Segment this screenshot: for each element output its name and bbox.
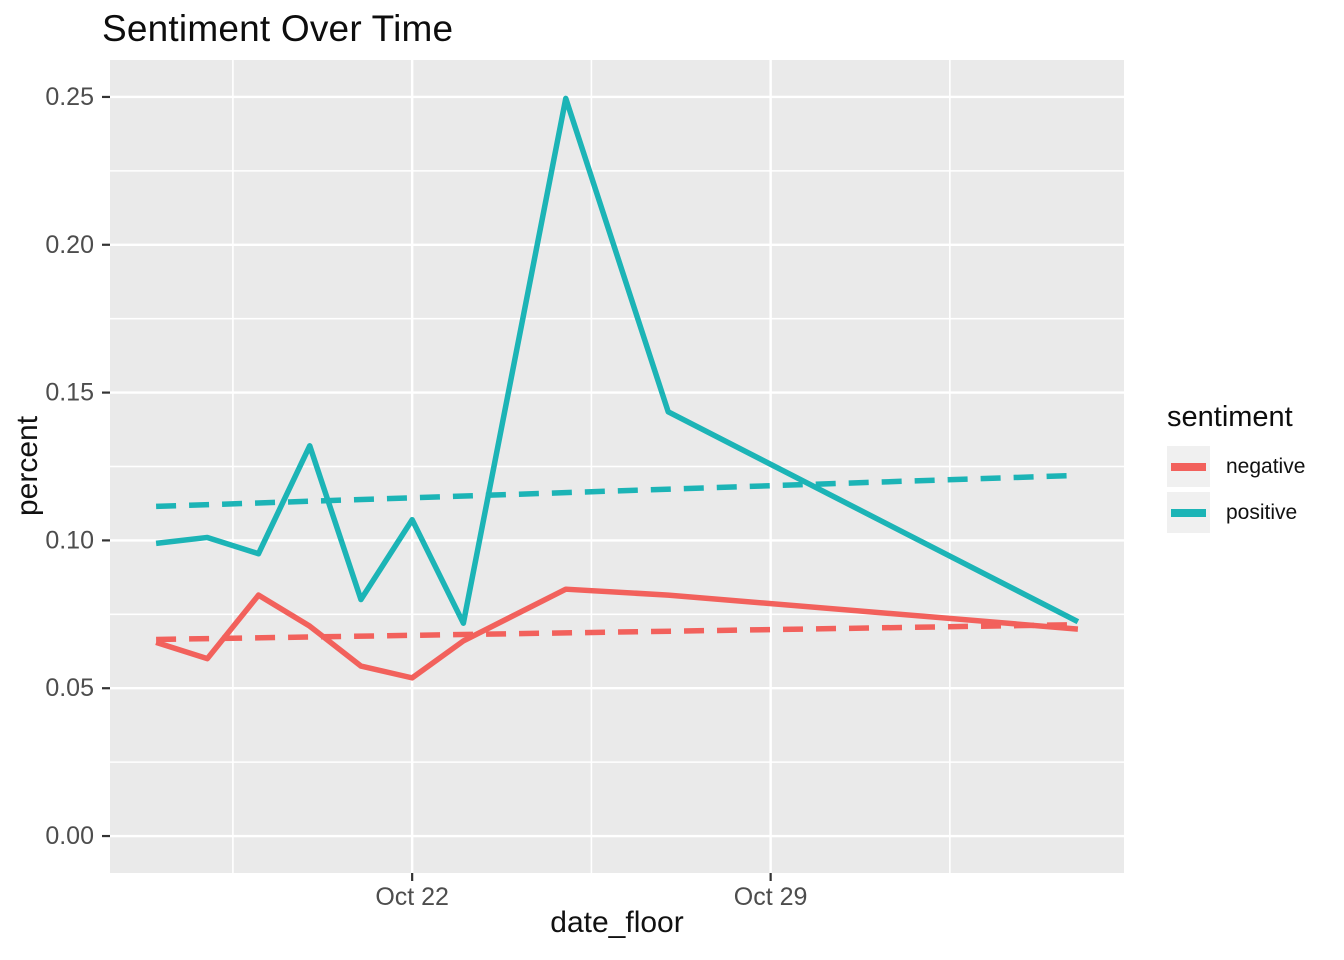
positive-trend-line [155, 472, 1079, 510]
y-tick-label: 0.00 [45, 822, 94, 850]
legend: sentiment negative positive [1167, 401, 1305, 538]
negative-line [155, 586, 1079, 681]
legend-item-positive: positive [1167, 492, 1305, 533]
y-tick-label: 0.15 [45, 379, 94, 407]
positive-line [155, 95, 1080, 626]
y-tick-label: 0.05 [45, 674, 94, 702]
legend-label-negative: negative [1226, 454, 1306, 478]
y-tick-label: 0.25 [45, 83, 94, 111]
positive-line-swatch [1171, 508, 1206, 517]
negative-trend-line [156, 621, 1078, 643]
legend-item-negative: negative [1167, 446, 1305, 487]
y-tick-label: 0.20 [45, 231, 94, 259]
legend-title: sentiment [1167, 401, 1293, 433]
negative-line-swatch [1171, 462, 1206, 471]
page-title: Sentiment Over Time [102, 8, 454, 49]
legend-key-positive [1167, 492, 1210, 533]
y-tick-label: 0.10 [45, 526, 94, 554]
x-tick-label: Oct 22 [375, 883, 449, 911]
legend-label-positive: positive [1226, 500, 1298, 524]
y-axis-title: percent [11, 415, 44, 517]
legend-key-negative [1167, 446, 1210, 487]
x-axis-title: date_floor [550, 906, 684, 939]
x-tick-label: Oct 29 [734, 883, 808, 911]
